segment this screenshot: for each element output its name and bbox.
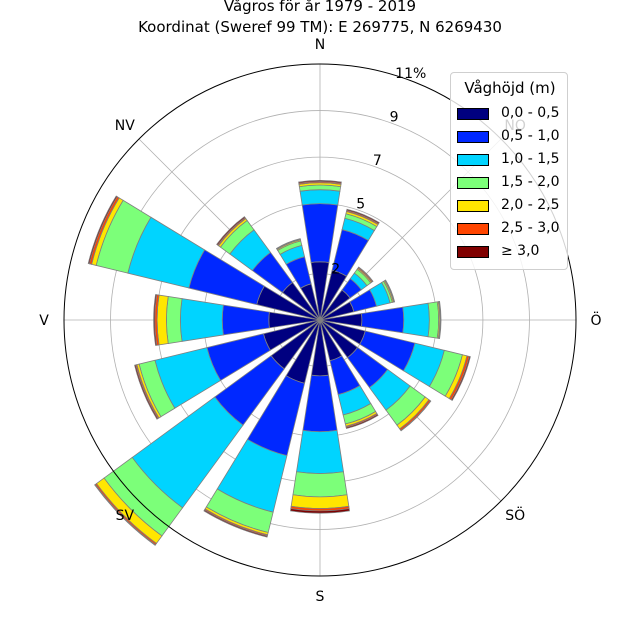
rose-bar-segment xyxy=(180,298,224,342)
rose-bars xyxy=(87,180,471,546)
chart-subtitle: Koordinat (Sweref 99 TM): E 269775, N 62… xyxy=(138,18,502,36)
rose-bar-segment xyxy=(400,400,432,432)
legend-label: 2,0 - 2,5 xyxy=(501,197,560,213)
legend-swatch xyxy=(457,154,489,166)
legend: Våghöjd (m) 0,0 - 0,5 0,5 - 1,0 1,0 - 1,… xyxy=(450,72,568,270)
rose-bar-segment xyxy=(427,301,440,339)
rose-bar-segment xyxy=(298,180,342,184)
rose-bar-segment xyxy=(94,483,157,546)
direction-label: Ö xyxy=(590,311,601,329)
legend-item: 1,0 - 1,5 xyxy=(457,151,565,171)
rose-bar-segment xyxy=(275,238,301,250)
legend-item: 2,0 - 2,5 xyxy=(457,197,565,217)
legend-swatch xyxy=(457,177,489,189)
rose-bar-segment xyxy=(346,208,380,225)
radial-tick-label: 11% xyxy=(395,66,426,82)
legend-label: 0,0 - 0,5 xyxy=(501,105,560,121)
rose-bar-segment xyxy=(357,266,374,283)
outer-frame xyxy=(63,63,577,577)
legend-title: Våghöjd (m) xyxy=(464,79,556,97)
direction-label: V xyxy=(39,313,49,329)
rose-bar-segment xyxy=(296,429,344,474)
radial-tick-label: 5 xyxy=(356,196,365,212)
legend-swatch xyxy=(457,223,489,235)
direction-label: SV xyxy=(116,508,135,524)
rose-bar-segment xyxy=(134,364,159,420)
rose-bar-segment xyxy=(216,216,246,246)
legend-label: ≥ 3,0 xyxy=(501,243,540,259)
radial-tick-label: 7 xyxy=(373,153,382,169)
direction-label: N xyxy=(315,37,325,53)
direction-label: NV xyxy=(115,118,135,134)
radial-tick-labels: 2 5 7 9 11% xyxy=(331,66,426,278)
legend-label: 2,5 - 3,0 xyxy=(501,220,560,236)
rose-bar-segment xyxy=(402,302,430,338)
rose-bar-segment xyxy=(302,374,338,433)
legend-label: 1,0 - 1,5 xyxy=(501,151,560,167)
radial-tick-label: 9 xyxy=(390,109,399,125)
legend-swatch xyxy=(457,108,489,120)
legend-swatch xyxy=(457,131,489,143)
legend-item: ≥ 3,0 xyxy=(457,243,565,263)
rose-bar-segment xyxy=(290,494,350,509)
radial-tick-label: 2 xyxy=(331,262,340,278)
legend-item: 0,0 - 0,5 xyxy=(457,105,565,125)
rose-bar-segment xyxy=(450,355,471,401)
legend-item: 1,5 - 2,0 xyxy=(457,174,565,194)
legend-swatch xyxy=(457,246,489,258)
chart-title: Vågros för år 1979 - 2019 xyxy=(223,0,417,15)
rose-bar-segment xyxy=(289,508,351,514)
rose-bar-segment xyxy=(301,203,339,263)
rose-bar-segment xyxy=(203,509,268,538)
legend-swatch xyxy=(457,200,489,212)
legend-label: 0,5 - 1,0 xyxy=(501,128,560,144)
legend-item: 0,5 - 1,0 xyxy=(457,128,565,148)
rose-bar-segment xyxy=(87,195,118,265)
rose-bar-segment xyxy=(345,413,379,430)
rose-bar-segment xyxy=(438,301,442,339)
legend-label: 1,5 - 2,0 xyxy=(501,174,560,190)
legend-item: 2,5 - 3,0 xyxy=(457,220,565,240)
direction-label: S xyxy=(316,589,325,605)
rose-bar-segment xyxy=(153,294,158,346)
rose-bar-segment xyxy=(299,189,341,206)
rose-bar-segment xyxy=(292,471,348,498)
rose-bar-segment xyxy=(221,304,270,336)
rose-bar-segment xyxy=(384,279,396,303)
direction-label: SÖ xyxy=(505,506,525,524)
rose-bar-segment xyxy=(156,294,169,346)
rose-bar-segment xyxy=(166,296,183,344)
rose-bar-segment xyxy=(360,306,405,334)
